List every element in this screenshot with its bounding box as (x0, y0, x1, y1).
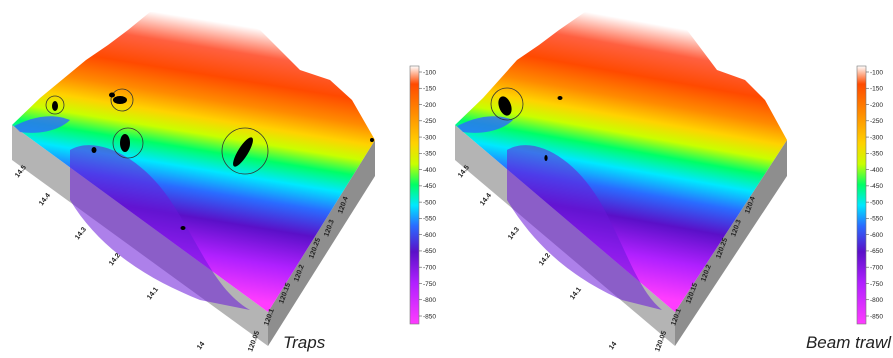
beam-trawl-panel: 14 14.1 14.2 14.3 14.4 14.5 120.05 120.1… (447, 0, 893, 358)
deep-trough (70, 145, 250, 310)
circled-area (110, 88, 134, 112)
legend-tick-label: -650 (423, 248, 436, 255)
traps-bathymetry-plot: 14 14.1 14.2 14.3 14.4 14.5 120.05 120.1… (12, 10, 436, 353)
legend-tick-label: -250 (423, 118, 436, 125)
lat-tick: 14.3 (507, 226, 521, 241)
terrain-surface (455, 10, 787, 312)
legend-tick-label: -150 (870, 86, 883, 93)
legend-tick-label: -600 (870, 232, 883, 239)
legend-tick-label: -350 (423, 151, 436, 158)
legend-tick-label: -750 (423, 281, 436, 288)
block-side-east (675, 140, 787, 346)
legend-tick-label: -650 (870, 248, 883, 255)
legend-tick-label: -700 (423, 265, 436, 272)
legend-tick-label: -300 (870, 134, 883, 141)
legend-tick-label: -350 (870, 151, 883, 158)
legend-tick-label: -550 (423, 216, 436, 223)
hotspot-marker (544, 155, 548, 161)
legend-tick-label: -250 (870, 118, 883, 125)
hotspot-marker (498, 96, 512, 116)
hotspot-marker (180, 226, 186, 230)
beam-trawl-caption: Beam trawl (805, 333, 891, 352)
lat-tick: 14.4 (38, 192, 52, 207)
block-side-east (268, 140, 375, 346)
legend-tick-label: -100 (423, 69, 436, 76)
depth-legend: -100 -150 -200 -250 -300 -350 -400 -450 -500 -550… (856, 65, 883, 325)
circled-area (112, 127, 144, 159)
circled-area (45, 95, 65, 115)
legend-color-bar (409, 65, 420, 325)
legend-tick-label: -300 (423, 134, 436, 141)
traps-panel: 14 14.1 14.2 14.3 14.4 14.5 120.05 120.1… (12, 10, 436, 353)
deep-trough (507, 145, 662, 310)
lon-tick: 120.05 (654, 330, 668, 353)
hotspot-marker (113, 96, 127, 104)
lat-tick: 14.2 (538, 252, 552, 267)
legend-color-bar (856, 65, 867, 325)
circled-area (221, 127, 269, 175)
hotspot-marker (109, 92, 115, 98)
traps-caption: Traps (283, 333, 326, 352)
lat-tick: 14 (196, 341, 206, 352)
lat-tick: 14.3 (74, 226, 88, 241)
circled-area (490, 87, 524, 121)
lat-tick: 14.4 (479, 192, 493, 207)
legend-tick-label: -700 (870, 265, 883, 272)
legend-tick-label: -200 (423, 102, 436, 109)
legend-tick-label: -400 (423, 167, 436, 174)
hotspot-marker (370, 138, 374, 142)
west-channel (457, 116, 513, 133)
lon-tick: 120.05 (247, 330, 261, 353)
lat-tick: 14 (608, 341, 618, 352)
hotspot-marker (52, 101, 58, 111)
hotspot-marker (557, 96, 563, 100)
lat-tick: 14.1 (146, 286, 160, 301)
legend-tick-label: -500 (870, 199, 883, 206)
hotspot-marker (91, 147, 97, 153)
legend-tick-label: -800 (870, 297, 883, 304)
west-channel (14, 116, 70, 133)
depth-legend: -100 -150 -200 -250 -300 -350 -400 -450 -500 -550… (409, 65, 436, 325)
lat-tick: 14.1 (569, 286, 583, 301)
legend-tick-label: -850 (423, 313, 436, 320)
hotspot-marker (120, 134, 130, 152)
legend-tick-label: -400 (870, 167, 883, 174)
legend-tick-label: -800 (423, 297, 436, 304)
beam-trawl-bathymetry-plot: 14 14.1 14.2 14.3 14.4 14.5 120.05 120.1… (455, 10, 883, 353)
hotspot-marker (233, 137, 253, 167)
legend-tick-label: -750 (870, 281, 883, 288)
legend-tick-label: -100 (870, 69, 883, 76)
legend-tick-label: -550 (870, 216, 883, 223)
legend-ticks: -100 -150 -200 -250 -300 -350 -400 -450 -500 -550… (419, 69, 436, 320)
legend-tick-label: -600 (423, 232, 436, 239)
legend-tick-label: -500 (423, 199, 436, 206)
legend-tick-label: -200 (870, 102, 883, 109)
legend-tick-label: -850 (870, 313, 883, 320)
legend-tick-label: -450 (423, 183, 436, 190)
legend-tick-label: -150 (423, 86, 436, 93)
legend-ticks: -100 -150 -200 -250 -300 -350 -400 -450 -500 -550… (866, 69, 883, 320)
terrain-surface (12, 10, 375, 312)
legend-tick-label: -450 (870, 183, 883, 190)
